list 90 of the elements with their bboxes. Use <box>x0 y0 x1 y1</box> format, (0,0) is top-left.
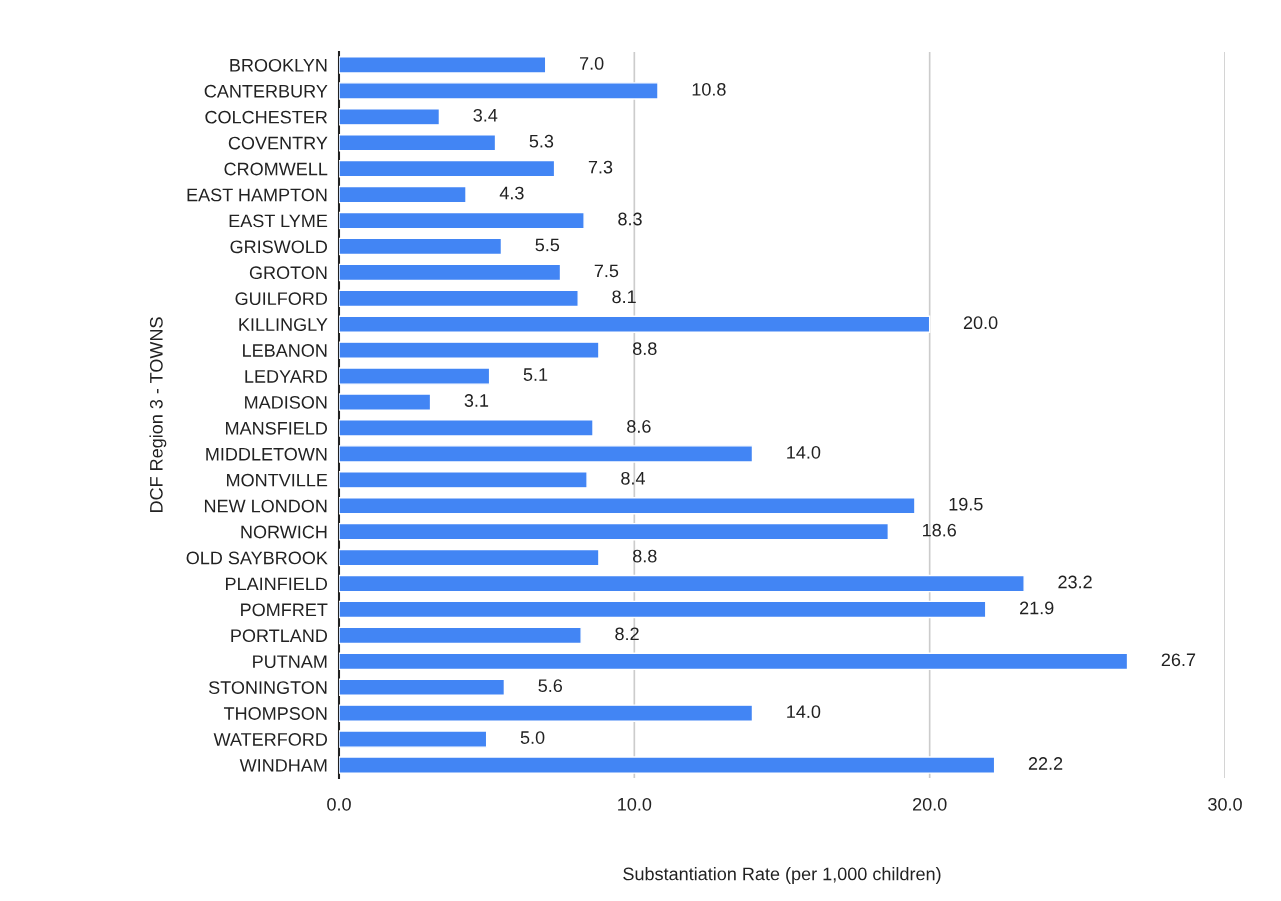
bar <box>339 341 600 359</box>
data-label: 7.5 <box>594 264 619 278</box>
bar <box>339 108 441 126</box>
data-label: 22.2 <box>1028 757 1063 770</box>
bar <box>339 652 1129 671</box>
y-tick-label: THOMPSON <box>223 707 327 720</box>
bar <box>339 56 547 74</box>
bar <box>339 237 503 256</box>
data-label: 5.0 <box>520 731 545 744</box>
data-label: 8.6 <box>627 420 651 433</box>
y-tick-label: LEDYARD <box>245 370 328 383</box>
bar <box>339 756 996 774</box>
data-label: 5.3 <box>529 134 554 148</box>
y-tick-label: WATERFORD <box>213 733 328 746</box>
y-tick-label: COLCHESTER <box>205 110 328 124</box>
data-label: 14.0 <box>787 705 821 719</box>
data-label: 18.6 <box>923 523 956 537</box>
y-tick-label: KILLINGLY <box>239 318 328 331</box>
y-tick-label: CROMWELL <box>224 162 328 176</box>
bar <box>339 367 491 385</box>
bar <box>339 185 467 204</box>
y-tick-label: PUTNAM <box>253 655 327 669</box>
data-label: 3.1 <box>464 394 489 407</box>
data-label: 8.2 <box>615 627 639 641</box>
y-tick-label: WINDHAM <box>239 759 327 772</box>
bar <box>339 626 582 645</box>
y-tick-label: GROTON <box>249 266 327 280</box>
data-label: 7.3 <box>588 160 613 174</box>
bar <box>339 704 754 722</box>
y-tick-label: BROOKLYN <box>230 58 327 72</box>
bar <box>339 289 579 308</box>
x-tick-label: 0.0 <box>327 797 351 811</box>
y-tick-label: POMFRET <box>241 603 328 617</box>
y-tick-label: LEBANON <box>243 344 327 357</box>
bar <box>339 82 659 100</box>
data-label: 21.9 <box>1020 601 1054 615</box>
bar <box>339 522 890 541</box>
y-tick-label: EAST HAMPTON <box>187 188 327 202</box>
y-tick-label: OLD SAYBROOK <box>186 551 328 565</box>
data-label: 10.8 <box>692 82 726 96</box>
data-label: 5.1 <box>523 368 548 381</box>
data-label: 20.0 <box>963 316 998 330</box>
y-tick-label: NORWICH <box>241 525 327 539</box>
data-label: 14.0 <box>787 445 821 459</box>
data-label: 26.7 <box>1161 653 1196 667</box>
data-label: 8.3 <box>618 212 642 226</box>
y-axis-title: DCF Region 3 - TOWNS <box>149 317 167 513</box>
data-label: 5.5 <box>535 238 560 252</box>
bar <box>339 263 562 282</box>
x-tick-label: 10.0 <box>618 797 652 811</box>
y-tick-label: NEW LONDON <box>204 499 327 513</box>
data-label: 8.8 <box>633 549 657 563</box>
data-label: 8.4 <box>621 471 645 485</box>
y-tick-label: MIDDLETOWN <box>206 447 327 461</box>
y-tick-label: MONTVILLE <box>227 473 328 487</box>
x-tick-label: 30.0 <box>1208 797 1242 811</box>
bar <box>339 159 556 178</box>
data-label: 23.2 <box>1058 575 1092 589</box>
y-tick-label: PLAINFIELD <box>226 577 328 591</box>
data-label: 8.8 <box>633 342 657 356</box>
bar <box>339 471 588 489</box>
bar <box>339 548 600 567</box>
data-label: 4.3 <box>499 186 524 200</box>
bar <box>339 445 754 463</box>
data-label: 7.0 <box>579 57 604 70</box>
data-label: 8.1 <box>612 290 636 304</box>
bar <box>339 678 506 696</box>
y-tick-label: MANSFIELD <box>226 421 328 435</box>
y-tick-label: GRISWOLD <box>230 240 328 254</box>
bar <box>339 134 497 152</box>
data-label: 3.4 <box>473 108 498 122</box>
y-tick-label: STONINGTON <box>208 681 327 694</box>
bar <box>339 393 432 411</box>
bar <box>339 419 594 437</box>
y-tick-label: MADISON <box>245 395 327 409</box>
bar <box>339 315 931 333</box>
x-tick-label: 20.0 <box>913 797 947 811</box>
bar <box>339 600 987 619</box>
y-tick-label: PORTLAND <box>231 629 328 643</box>
y-tick-label: GUILFORD <box>235 292 328 306</box>
y-tick-label: CANTERBURY <box>204 84 328 98</box>
data-label: 5.6 <box>538 679 563 693</box>
x-axis-title: Substantiation Rate (per 1,000 children) <box>623 867 941 884</box>
y-tick-label: COVENTRY <box>228 136 328 150</box>
bar <box>339 211 585 230</box>
y-tick-label: EAST LYME <box>229 214 328 228</box>
bar <box>339 497 916 515</box>
bar <box>339 574 1025 593</box>
data-label: 19.5 <box>949 497 983 511</box>
bar <box>339 730 488 748</box>
